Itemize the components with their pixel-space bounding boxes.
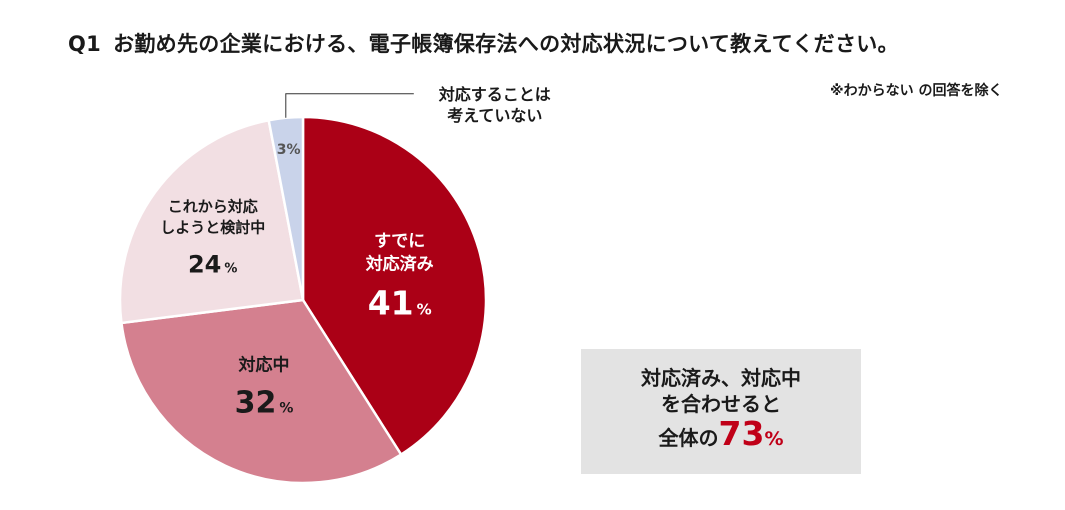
slice-name-label-4-line-2: 考えていない <box>447 106 542 125</box>
summary-unit: % <box>764 428 784 450</box>
slice-value-label-1: 41% <box>368 283 432 322</box>
question-text: お勤め先の企業における、電子帳簿保存法への対応状況について教えてください。 <box>113 32 899 56</box>
summary-prefix: 全体の <box>658 426 719 450</box>
slice-name-label-3-line-1: これから対応 <box>168 197 258 215</box>
slice-value-label-3: 24% <box>188 250 237 278</box>
pie-slice-4 <box>267 115 305 301</box>
summary-line-2: を合わせると <box>661 392 781 416</box>
chart-title: Q1 お勤め先の企業における、電子帳簿保存法への対応状況について教えてください。 <box>68 28 899 58</box>
summary-box: 対応済み、対応中 を合わせると 全体の73% <box>581 349 861 474</box>
slice-name-label-1-line-2: 対応済み <box>365 253 434 274</box>
slice-value-label-2: 32% <box>235 385 294 420</box>
pie-slice-2 <box>120 298 403 485</box>
pie-slice-3 <box>118 118 305 325</box>
summary-total: 全体の73% <box>581 417 861 452</box>
slice-name-label-1-line-1: すでに <box>374 231 425 251</box>
slice-name-label-3-line-2: しようと検討中 <box>160 218 265 236</box>
slice-value-label-4: 3% <box>277 142 301 158</box>
callout-leader-line <box>285 93 414 118</box>
summary-value: 73 <box>718 414 765 453</box>
slice-name-label-4-line-1: 対応することは <box>438 85 551 104</box>
slice-name-label-2-line-1: 対応中 <box>238 354 290 375</box>
question-number: Q1 <box>68 32 102 56</box>
summary-line-1: 対応済み、対応中 <box>641 366 801 390</box>
chart-note: ※わからない の回答を除く <box>830 83 1003 99</box>
